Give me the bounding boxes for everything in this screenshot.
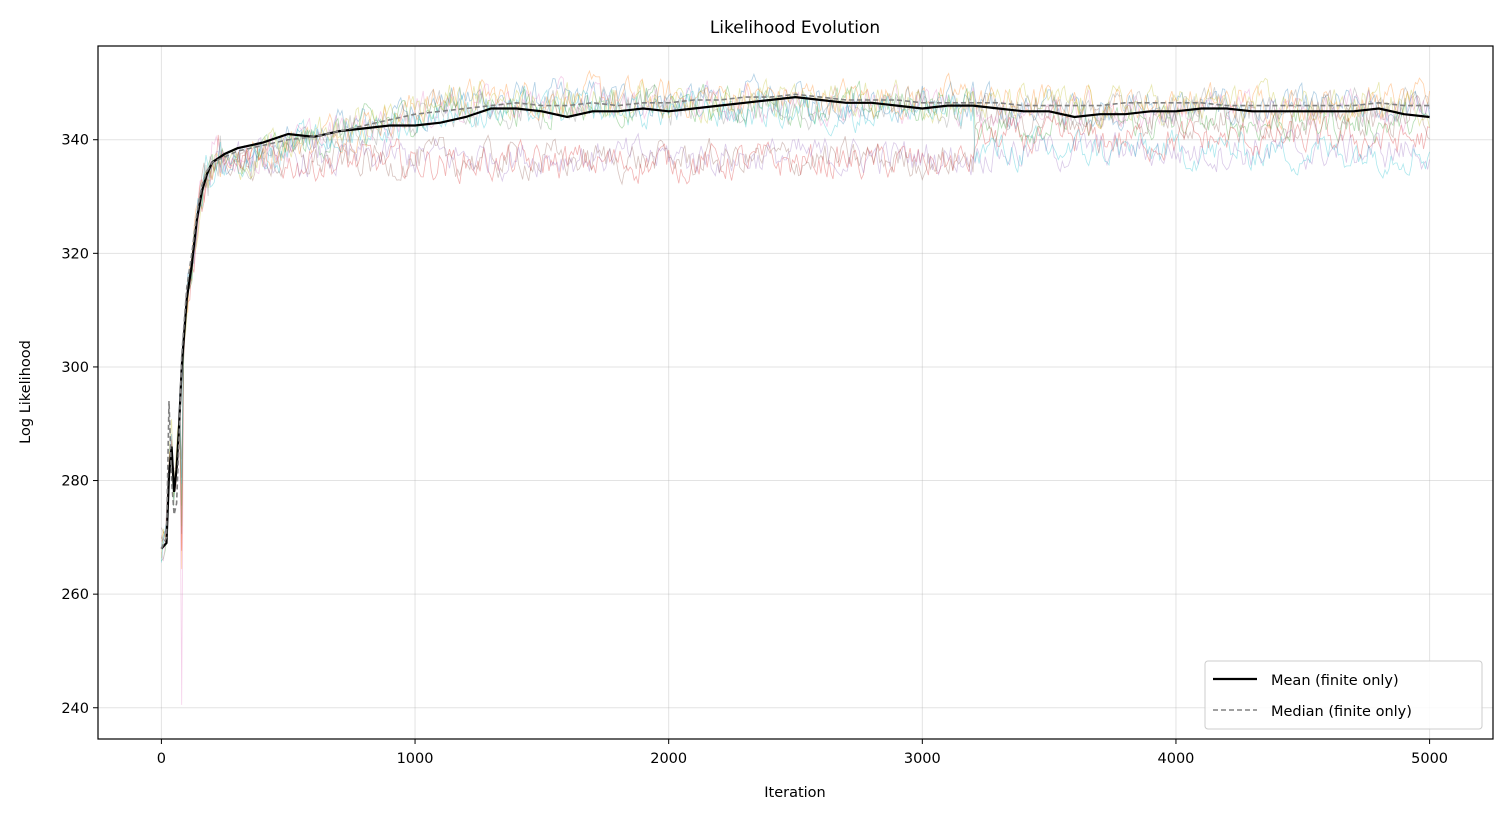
x-tick-label: 3000 <box>904 751 941 767</box>
y-axis-label: Log Likelihood <box>18 340 34 444</box>
chart-title: Likelihood Evolution <box>710 18 880 38</box>
series-lines <box>160 93 1430 550</box>
chain-trace <box>161 128 1430 542</box>
x-tick-label: 0 <box>157 751 166 767</box>
x-tick-label: 5000 <box>1411 751 1448 767</box>
mean-line <box>160 95 1430 550</box>
chain-trace <box>161 69 1430 570</box>
x-tick-label: 1000 <box>397 751 434 767</box>
median-line <box>160 93 1430 550</box>
x-tick-label: 2000 <box>650 751 687 767</box>
plot-frame <box>97 45 1494 740</box>
y-tick-label: 280 <box>61 474 89 490</box>
y-tick-label: 320 <box>61 246 89 262</box>
y-tick-label: 240 <box>61 701 89 717</box>
x-axis: 0 1000 2000 3000 4000 5000 <box>157 739 1448 767</box>
x-tick-label: 4000 <box>1158 751 1195 767</box>
x-axis-label: Iteration <box>764 785 826 801</box>
y-tick-label: 340 <box>61 133 89 149</box>
y-tick-label: 260 <box>61 587 89 603</box>
chain-trace <box>161 77 1430 559</box>
y-tick-label: 300 <box>61 360 89 376</box>
y-axis: 240 260 280 300 320 340 <box>61 133 98 717</box>
chain-trace <box>161 85 1430 563</box>
legend: Mean (finite only) Median (finite only) <box>1204 660 1483 730</box>
chain-trace <box>161 89 1430 534</box>
legend-box <box>1204 660 1483 730</box>
legend-mean-label: Mean (finite only) <box>1271 673 1399 689</box>
chain-trace <box>161 115 1430 551</box>
chain-trace <box>161 75 1430 705</box>
chain-traces <box>161 69 1430 705</box>
legend-median-label: Median (finite only) <box>1271 704 1412 720</box>
